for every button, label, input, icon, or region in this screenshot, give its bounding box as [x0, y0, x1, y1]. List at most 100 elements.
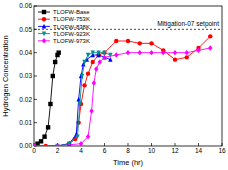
data-point — [79, 141, 83, 146]
data-point — [56, 50, 60, 54]
data-point — [39, 139, 43, 143]
legend-label: TLOFW-973K — [53, 38, 90, 44]
x-tick — [151, 143, 152, 146]
data-point — [94, 66, 98, 71]
series-line — [34, 36, 210, 146]
legend-label: TLOFW-838K — [53, 24, 90, 30]
x-tick-label: 0 — [32, 147, 36, 154]
legend-label: TLOFW-923K — [53, 31, 90, 37]
data-point — [55, 144, 59, 146]
data-point — [208, 34, 212, 38]
data-point — [149, 41, 153, 45]
data-point — [108, 53, 112, 58]
y-tick — [34, 76, 37, 77]
data-point — [208, 45, 212, 50]
legend-label: TLOFW-Base — [53, 9, 90, 15]
data-point — [126, 50, 130, 55]
series-line — [34, 53, 110, 146]
data-point — [86, 71, 90, 75]
x-axis-label: Time (hr) — [113, 158, 144, 167]
y-tick — [34, 6, 37, 7]
data-point — [91, 60, 95, 64]
data-point — [80, 74, 84, 79]
annotation: Mitigation-07 setpoint — [157, 20, 219, 28]
x-tick — [175, 143, 176, 146]
legend-marker — [42, 10, 46, 14]
x-tick-label: 14 — [195, 147, 203, 154]
legend-marker — [42, 31, 46, 36]
data-point — [86, 53, 90, 58]
y-tick-label: 0.06 — [19, 2, 32, 9]
data-point — [102, 50, 106, 55]
x-tick-label: 8 — [126, 147, 130, 154]
y-tick-label: 0.04 — [19, 49, 32, 56]
legend-marker — [42, 24, 46, 29]
y-tick — [34, 52, 37, 53]
data-point — [126, 39, 130, 43]
data-point — [82, 83, 86, 87]
x-tick-label: 4 — [79, 147, 83, 154]
legend-marker — [42, 17, 46, 21]
series-line — [34, 55, 110, 146]
data-point — [89, 108, 93, 113]
x-tick-label: 2 — [56, 147, 60, 154]
data-point — [138, 41, 142, 45]
data-point — [78, 102, 82, 107]
legend-marker — [42, 38, 46, 43]
data-point — [92, 80, 96, 85]
data-point — [185, 50, 189, 55]
x-tick-label: 10 — [148, 147, 156, 154]
data-point — [108, 57, 112, 62]
data-point — [196, 48, 200, 53]
data-point — [34, 144, 36, 146]
data-point — [42, 134, 46, 138]
data-point — [91, 50, 95, 55]
legend-label: TLOFW-753K — [53, 16, 90, 22]
data-point — [161, 50, 165, 55]
data-point — [96, 50, 100, 55]
series-line — [34, 53, 59, 146]
y-tick — [34, 122, 37, 123]
y-tick — [34, 99, 37, 100]
y-tick-label: 0.00 — [19, 142, 32, 149]
data-point — [55, 143, 59, 146]
series-line — [34, 48, 210, 146]
data-point — [102, 55, 106, 60]
data-point — [34, 144, 36, 146]
data-point — [55, 143, 59, 146]
data-point — [48, 102, 52, 106]
data-point — [185, 55, 189, 59]
data-point — [98, 59, 102, 64]
data-point — [114, 52, 118, 57]
data-point — [34, 143, 36, 146]
data-point — [173, 50, 177, 55]
y-tick-label: 0.02 — [19, 96, 32, 103]
data-point — [53, 60, 57, 64]
x-tick-label: 6 — [103, 147, 107, 154]
x-tick — [222, 143, 223, 146]
data-point — [34, 144, 36, 146]
data-point — [82, 60, 86, 65]
y-axis-label: Hydrogen Concentration — [1, 35, 10, 116]
data-point — [75, 134, 79, 139]
chart: 0 2 4 6 8 10 12 14 16 0.00 0.01 0.02 0.03 0.04 0.05 0.0… — [0, 0, 228, 170]
plot-area — [34, 34, 212, 146]
data-point — [173, 57, 177, 61]
data-point — [55, 144, 59, 146]
x-tick-label: 16 — [218, 147, 226, 154]
x-tick-label: 12 — [171, 147, 179, 154]
x-tick — [198, 143, 199, 146]
data-point — [51, 74, 55, 78]
data-point — [114, 39, 118, 43]
data-point — [138, 50, 142, 55]
x-tick — [104, 143, 105, 146]
data-point — [149, 50, 153, 55]
y-tick-label: 0.05 — [19, 26, 32, 33]
data-point — [46, 125, 50, 129]
data-point — [34, 143, 36, 146]
y-tick-label: 0.01 — [19, 119, 32, 126]
plot-frame — [34, 6, 222, 146]
data-point — [86, 134, 90, 139]
y-tick-label: 0.03 — [19, 72, 32, 79]
x-tick — [128, 143, 129, 146]
